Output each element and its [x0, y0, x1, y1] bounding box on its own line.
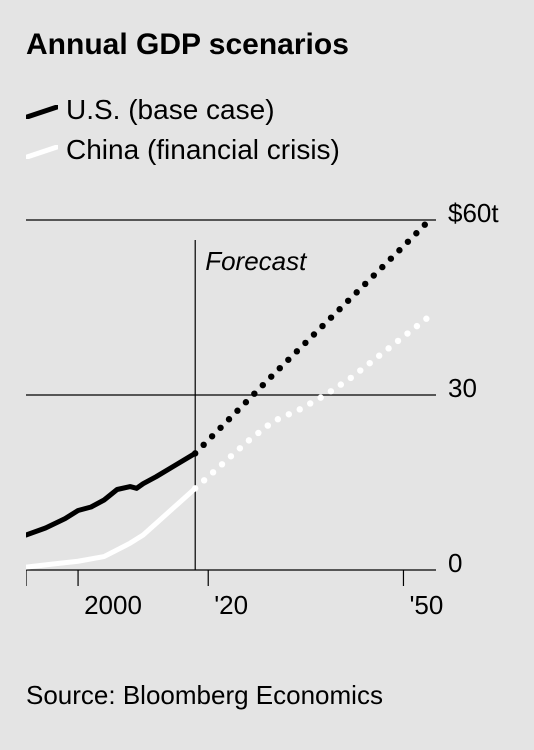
svg-text:0: 0: [448, 548, 462, 578]
legend-item-china: China (financial crisis): [26, 130, 340, 170]
chart-title: Annual GDP scenarios: [26, 28, 349, 62]
chart-svg: 0 30 $60t 2000 '20 '50 Forecast: [26, 200, 506, 630]
svg-text:Forecast: Forecast: [205, 246, 308, 276]
legend-label-china: China (financial crisis): [66, 130, 340, 170]
svg-text:$60t: $60t: [448, 200, 499, 228]
gdp-chart: 0 30 $60t 2000 '20 '50 Forecast: [26, 200, 506, 630]
svg-text:'20: '20: [214, 590, 248, 620]
svg-text:'50: '50: [409, 590, 443, 620]
legend-swatch-china: [26, 130, 58, 170]
svg-text:30: 30: [448, 373, 477, 403]
legend-label-us: U.S. (base case): [66, 90, 275, 130]
source-text: Source: Bloomberg Economics: [26, 680, 383, 711]
legend: U.S. (base case) China (financial crisis…: [26, 90, 340, 170]
legend-swatch-us: [26, 90, 58, 130]
legend-item-us: U.S. (base case): [26, 90, 340, 130]
svg-text:2000: 2000: [84, 590, 142, 620]
